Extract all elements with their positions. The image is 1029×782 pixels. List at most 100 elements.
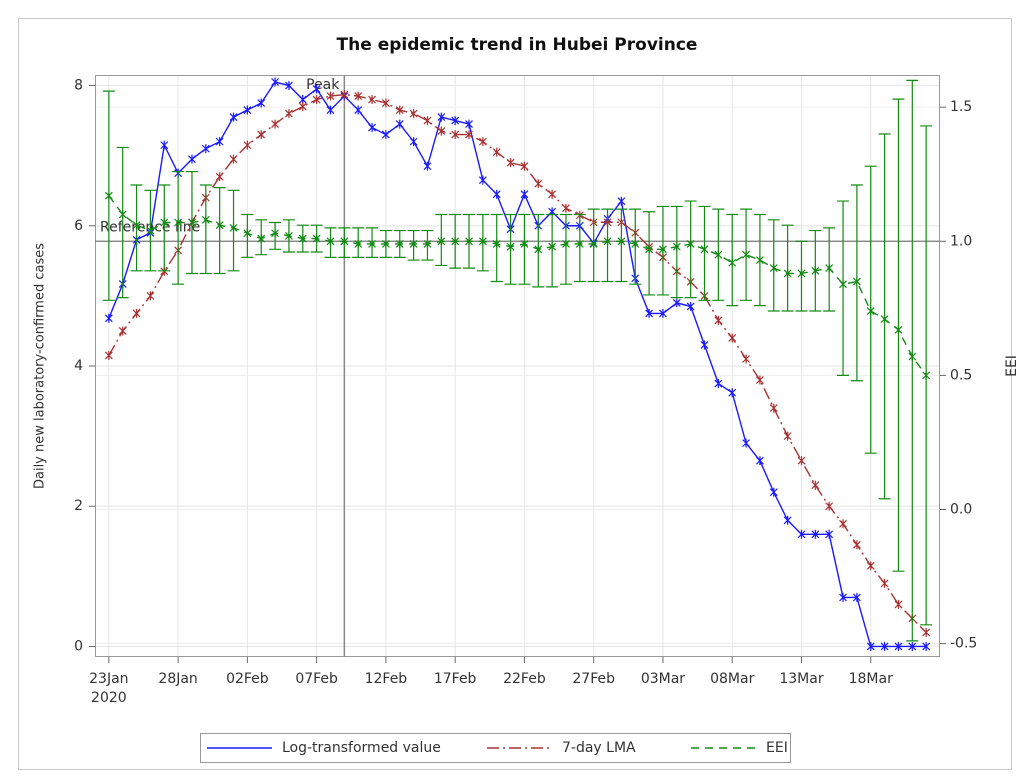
error-bar [684,200,697,299]
point-marker [478,175,487,185]
plot-frame [95,75,940,657]
point-marker [742,438,750,448]
point-marker [839,279,847,289]
point-marker [118,209,127,219]
point-marker [229,223,238,233]
point-marker [118,326,127,336]
point-marker [797,268,806,278]
point-marker [492,147,501,157]
point-marker [769,263,778,273]
point-marker [852,592,861,602]
point-marker [368,123,376,133]
point-marker [340,236,349,246]
point-marker [395,119,404,129]
point-marker [381,130,390,140]
point-marker [492,239,501,249]
point-marker [922,641,931,651]
error-bar [892,98,905,572]
y-tick-label: 2 [74,498,83,514]
point-marker [617,236,626,246]
point-marker [174,218,183,228]
point-marker [645,308,654,318]
point-marker [298,102,307,112]
point-marker [312,84,321,94]
error-bar [158,184,171,272]
point-marker [271,228,280,238]
point-marker [520,239,529,249]
point-marker [783,515,792,525]
point-marker [354,91,363,101]
point-marker [534,244,543,254]
point-marker [312,234,321,244]
point-marker [520,161,529,171]
point-marker [825,263,834,273]
x-tick-label: 27Feb [572,671,615,687]
error-bar [518,213,531,285]
point-marker [437,126,446,136]
point-marker [797,529,806,539]
point-marker [839,519,847,529]
point-marker [659,308,667,318]
point-marker [285,231,293,241]
point-marker [381,239,390,249]
point-marker [451,236,460,246]
point-marker [326,236,335,246]
point-marker [395,239,404,249]
point-marker [437,236,446,246]
point-marker [797,456,806,466]
point-marker [326,91,335,101]
point-marker [659,244,667,254]
y2-tick-label: 1.5 [950,99,972,115]
point-marker [742,354,750,364]
series-2 [102,79,933,642]
y-tick-label: 4 [74,358,83,374]
error-bar [116,146,129,299]
y2-axis-label: EEI [1004,355,1020,377]
point-marker [755,375,764,385]
point-marker [700,244,709,254]
error-bar [199,184,212,275]
point-marker [894,599,903,609]
point-marker [755,255,764,265]
chart-title: The epidemic trend in Hubei Province [337,35,698,55]
point-marker [146,226,155,236]
point-marker [285,81,293,91]
point-marker [714,250,723,260]
point-marker [215,137,224,147]
legend-label: EEI [766,740,788,756]
point-marker [104,191,113,201]
point-marker [908,352,917,362]
point-marker [326,105,335,115]
point-marker [672,242,681,252]
point-marker [451,130,460,140]
point-marker [686,301,695,311]
point-marker [465,119,473,129]
point-marker [368,95,376,105]
point-marker [465,130,473,140]
point-marker [811,266,820,276]
point-marker [880,314,889,324]
point-marker [423,161,432,171]
y-tick-label: 6 [74,218,83,234]
x-tick-label: 08Mar [710,671,754,687]
x-tick-year: 2020 [91,690,127,706]
point-marker [381,98,390,108]
point-marker [742,250,750,260]
point-marker [506,158,515,168]
error-bar [670,205,683,299]
point-marker [728,333,737,343]
point-marker [188,154,196,164]
y-tick-label: 0 [74,638,83,654]
point-marker [160,218,169,228]
y-axis-label: Daily new laboratory-confirmed cases [33,243,48,489]
x-tick-label: 07Feb [295,671,338,687]
point-marker [880,641,889,651]
error-bar [559,213,572,285]
point-marker [894,325,903,335]
point-marker [839,592,847,602]
point-marker [492,189,501,199]
point-marker [243,105,252,115]
x-tick-label: 12Feb [365,671,408,687]
